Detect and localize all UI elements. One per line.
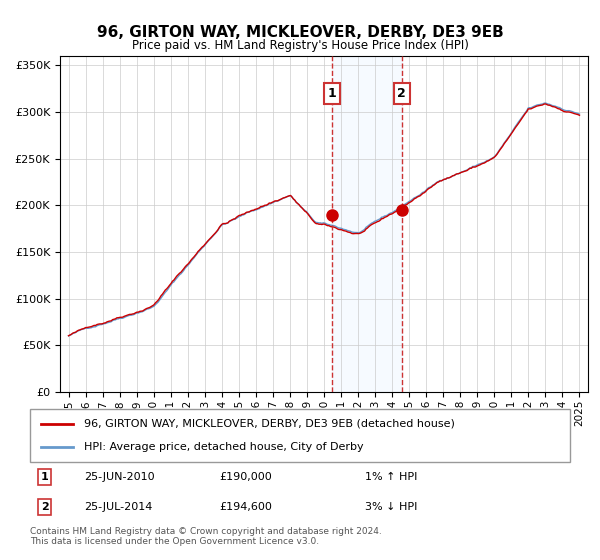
Text: 1% ↑ HPI: 1% ↑ HPI: [365, 472, 417, 482]
Text: HPI: Average price, detached house, City of Derby: HPI: Average price, detached house, City…: [84, 442, 364, 452]
Text: 96, GIRTON WAY, MICKLEOVER, DERBY, DE3 9EB (detached house): 96, GIRTON WAY, MICKLEOVER, DERBY, DE3 9…: [84, 419, 455, 429]
Text: 25-JUL-2014: 25-JUL-2014: [84, 502, 152, 512]
Text: 2: 2: [41, 502, 49, 512]
Text: 25-JUN-2010: 25-JUN-2010: [84, 472, 155, 482]
Text: Contains HM Land Registry data © Crown copyright and database right 2024.
This d: Contains HM Land Registry data © Crown c…: [30, 526, 382, 546]
Text: 1: 1: [41, 472, 49, 482]
Text: £194,600: £194,600: [219, 502, 272, 512]
Text: 2: 2: [397, 87, 406, 100]
Text: 3% ↓ HPI: 3% ↓ HPI: [365, 502, 417, 512]
Text: 1: 1: [328, 87, 337, 100]
FancyBboxPatch shape: [30, 409, 570, 462]
Text: £190,000: £190,000: [219, 472, 272, 482]
Text: 96, GIRTON WAY, MICKLEOVER, DERBY, DE3 9EB: 96, GIRTON WAY, MICKLEOVER, DERBY, DE3 9…: [97, 25, 503, 40]
Text: Price paid vs. HM Land Registry's House Price Index (HPI): Price paid vs. HM Land Registry's House …: [131, 39, 469, 52]
Bar: [332, 56, 401, 392]
